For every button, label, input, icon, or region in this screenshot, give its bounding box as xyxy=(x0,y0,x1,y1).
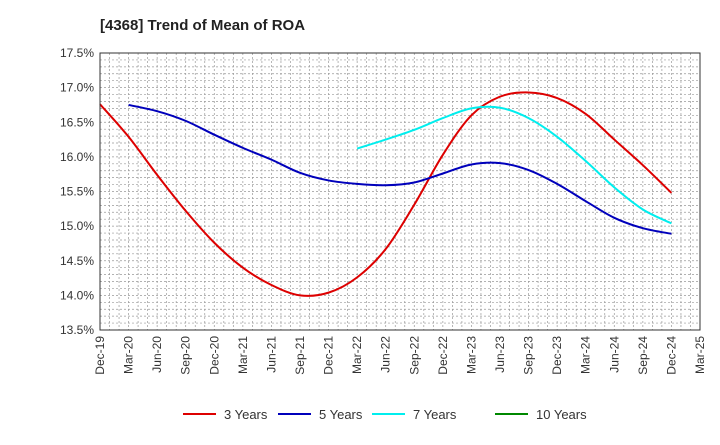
x-tick-label: Dec-19 xyxy=(93,336,107,375)
series-lines xyxy=(99,91,673,297)
x-tick-label: Mar-23 xyxy=(464,336,478,374)
x-tick-label: Sep-23 xyxy=(522,336,536,375)
y-tick-label: 17.0% xyxy=(60,81,94,95)
y-tick-label: 13.5% xyxy=(60,323,94,337)
y-tick-label: 17.5% xyxy=(60,46,94,60)
series-line-2 xyxy=(128,103,672,235)
chart-title: [4368] Trend of Mean of ROA xyxy=(100,17,305,34)
x-tick-label: Mar-24 xyxy=(579,336,593,374)
grid xyxy=(100,53,700,330)
x-tick-label: Mar-20 xyxy=(122,336,136,374)
axes xyxy=(99,52,701,331)
x-tick-label: Mar-25 xyxy=(693,336,707,374)
x-axis-tick-labels: Dec-19 Mar-20 Jun-20 Sep-20 Dec-20 Mar-21 Jun-… xyxy=(93,336,707,375)
legend-label-2: 5 Years xyxy=(319,407,363,422)
y-tick-label: 16.5% xyxy=(60,115,94,129)
x-tick-label: Dec-22 xyxy=(436,336,450,375)
series-line-1 xyxy=(99,91,673,297)
y-tick-label: 15.5% xyxy=(60,185,94,199)
legend-label-1: 3 Years xyxy=(224,407,268,422)
y-tick-label: 16.0% xyxy=(60,150,94,164)
x-tick-label: Mar-21 xyxy=(236,336,250,374)
legend-label-3: 7 Years xyxy=(413,407,457,422)
legend: 3 Years 5 Years 7 Years 10 Years xyxy=(183,407,587,422)
x-tick-label: Sep-20 xyxy=(179,336,193,375)
x-tick-label: Mar-22 xyxy=(350,336,364,374)
plot-frame xyxy=(99,52,701,331)
x-tick-label: Jun-21 xyxy=(264,336,278,373)
x-tick-label: Sep-22 xyxy=(407,336,421,375)
x-tick-label: Dec-20 xyxy=(207,336,221,375)
x-tick-label: Dec-21 xyxy=(322,336,336,375)
x-tick-label: Sep-24 xyxy=(636,336,650,375)
x-tick-label: Jun-24 xyxy=(607,336,621,373)
x-tick-label: Sep-21 xyxy=(293,336,307,375)
y-axis-tick-labels: 13.5% 14.0% 14.5% 15.0% 15.5% 16.0% 16.5% 17.0%… xyxy=(60,46,94,337)
y-tick-label: 15.0% xyxy=(60,219,94,233)
x-tick-label: Jun-20 xyxy=(150,336,164,373)
legend-label-4: 10 Years xyxy=(536,407,587,422)
x-tick-label: Jun-22 xyxy=(379,336,393,373)
series-line-3 xyxy=(356,105,672,225)
y-tick-label: 14.5% xyxy=(60,254,94,268)
x-tick-label: Dec-23 xyxy=(550,336,564,375)
x-tick-label: Jun-23 xyxy=(493,336,507,373)
x-tick-label: Dec-24 xyxy=(664,336,678,375)
y-tick-label: 14.0% xyxy=(60,288,94,302)
